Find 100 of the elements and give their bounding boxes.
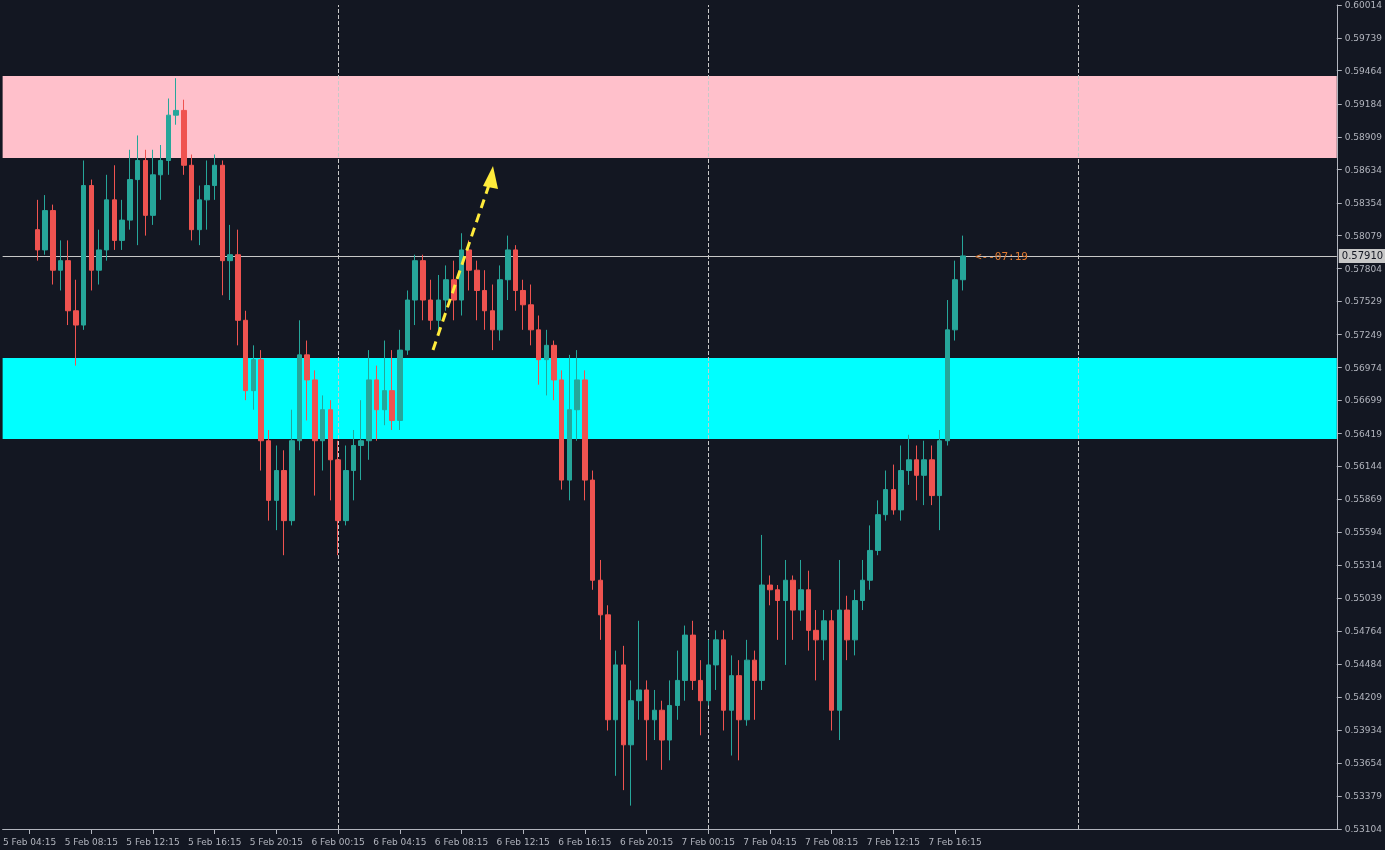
y-tick-label: 0.55594 <box>1344 527 1383 538</box>
candlestick <box>497 264 503 342</box>
candlestick <box>520 279 526 331</box>
candlestick <box>35 199 40 262</box>
candlestick <box>883 470 888 522</box>
candlestick <box>729 654 734 757</box>
candlestick <box>443 264 449 312</box>
y-tick-label: 0.59739 <box>1344 32 1383 43</box>
candlestick <box>574 349 580 442</box>
candlestick <box>235 229 241 346</box>
y-tick-label: 0.55039 <box>1344 593 1383 604</box>
candlestick <box>682 625 688 702</box>
candlestick <box>675 650 680 721</box>
candlestick <box>713 629 719 691</box>
candlestick <box>706 639 711 706</box>
y-tick-label: 0.58354 <box>1344 197 1383 208</box>
candlestick <box>181 99 187 176</box>
x-tick-label: 6 Feb 16:15 <box>558 836 612 847</box>
x-tick-label: 6 Feb 20:15 <box>619 836 674 847</box>
candlestick <box>104 174 109 262</box>
candlestick <box>320 394 325 472</box>
candlestick <box>875 499 881 556</box>
x-tick-label: 7 Feb 12:15 <box>866 836 921 847</box>
candlestick <box>652 689 657 741</box>
candlestick <box>50 204 56 286</box>
candlestick <box>829 609 834 731</box>
x-tick-label: 7 Feb 08:15 <box>804 836 859 847</box>
candlestick <box>312 369 318 497</box>
y-tick-label: 0.53104 <box>1344 824 1383 834</box>
candlestick <box>598 559 603 641</box>
candlestick <box>759 534 765 691</box>
candlestick <box>382 340 387 426</box>
candlestick <box>150 149 156 226</box>
candlestick <box>891 464 896 516</box>
candlestick <box>204 160 210 231</box>
candlestick <box>613 650 618 777</box>
candlestick <box>752 650 757 721</box>
candlestick <box>582 369 588 501</box>
candlestick <box>73 279 79 367</box>
candlestick <box>628 679 634 807</box>
candlestick <box>860 559 865 611</box>
candlestick <box>744 639 750 727</box>
candlestick <box>335 440 341 556</box>
candlestick <box>227 224 233 301</box>
y-tick-label: 0.60014 <box>1344 0 1383 10</box>
candlestick <box>659 700 665 771</box>
candlestick <box>81 160 86 331</box>
x-tick-label: 6 Feb 12:15 <box>496 836 550 847</box>
candlestick <box>536 315 541 386</box>
candlestick <box>806 570 811 652</box>
y-tick-label: 0.54209 <box>1344 692 1383 703</box>
candlestick <box>466 239 472 291</box>
y-tick-label: 0.55869 <box>1344 494 1383 505</box>
candlestick <box>898 445 904 522</box>
y-tick-label: 0.53379 <box>1344 791 1383 802</box>
candlestick <box>358 399 364 481</box>
candlestick <box>289 409 295 526</box>
candlestick <box>813 609 819 681</box>
y-tick-label: 0.56144 <box>1344 461 1383 472</box>
candlestick <box>304 340 310 421</box>
candlestick <box>189 154 194 241</box>
candlestick <box>945 299 950 446</box>
y-tick-label: 0.53934 <box>1344 725 1383 736</box>
candlestick <box>867 524 873 591</box>
candlestick <box>366 349 372 461</box>
candlestick <box>328 399 333 501</box>
candlestick <box>420 254 426 321</box>
candlestick <box>474 260 480 321</box>
x-tick-label: 5 Feb 16:15 <box>188 836 242 847</box>
candlestick <box>389 349 395 431</box>
candlestick <box>644 679 649 761</box>
candlestick <box>567 354 572 501</box>
ref-line-label: 0.57910 <box>1341 250 1384 262</box>
candlestick <box>929 445 935 506</box>
y-tick-label: 0.58909 <box>1344 131 1383 142</box>
candlestick <box>513 244 518 312</box>
candlestick <box>412 254 418 326</box>
candlestick <box>559 369 564 491</box>
x-tick-label: 5 Feb 20:15 <box>249 836 304 847</box>
candlestick <box>58 239 63 291</box>
y-tick-label: 0.54764 <box>1344 626 1383 637</box>
candlestick <box>952 260 958 342</box>
candlestick <box>119 199 125 251</box>
candlestick <box>297 319 302 451</box>
x-tick-label: 7 Feb 00:15 <box>681 836 735 847</box>
candlestick <box>212 154 217 201</box>
candlestick <box>428 279 433 331</box>
candlestick <box>528 284 534 346</box>
candlestick <box>937 429 942 531</box>
candlestick <box>96 229 102 286</box>
candlestick <box>505 235 511 301</box>
candlestick <box>906 434 912 486</box>
candlestick <box>173 77 179 126</box>
candlestick <box>698 659 703 736</box>
x-tick-label: 6 Feb 04:15 <box>373 836 427 847</box>
candlestick <box>220 160 225 296</box>
candlestick <box>790 574 796 641</box>
candlestick <box>590 470 595 591</box>
y-tick-label: 0.57529 <box>1344 296 1383 307</box>
candlestick <box>914 445 919 501</box>
